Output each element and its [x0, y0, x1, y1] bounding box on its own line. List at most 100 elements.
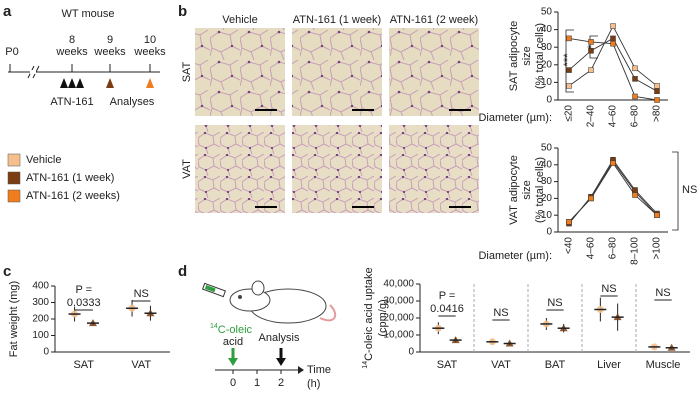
x-tick-label: 8–100 — [630, 237, 641, 265]
series-line — [568, 160, 658, 223]
annotation: NS — [493, 307, 508, 319]
y-axis-label: size — [521, 46, 533, 66]
x-tick-label: ≤20 — [564, 105, 575, 122]
y-axis-label: (% total cells) — [534, 23, 546, 89]
x-tick-label: 4–60 — [608, 105, 619, 128]
y-axis-label: 14C-oleic acid uptake — [362, 267, 375, 368]
x-tick-label: Liver — [597, 359, 621, 371]
timeline-week-number: 9 — [107, 34, 113, 46]
data-point — [588, 195, 594, 202]
micrograph-column-label: ATN-161 (2 week) — [390, 14, 478, 26]
x-tick-label: SAT — [73, 359, 94, 371]
x-tick-label: VAT — [491, 359, 511, 371]
analysis-arrowhead — [276, 358, 286, 366]
time-tick-label: 2 — [278, 377, 284, 389]
annotation: NS — [682, 184, 697, 196]
time-tick-label: 0 — [230, 377, 236, 389]
x-tick-label: 2–40 — [586, 105, 597, 128]
y-tick-label: 400 — [32, 281, 49, 292]
y-tick-label: 200 — [32, 314, 49, 325]
y-tick-label: 40 — [541, 24, 553, 35]
significance-brackets — [565, 29, 679, 231]
data-point — [632, 192, 638, 198]
panel-letter: c — [3, 263, 11, 280]
time-tick-label: 1 — [254, 377, 260, 389]
y-axis-label-superscript: 14 — [362, 361, 369, 369]
timeline-gap — [30, 70, 36, 74]
y-axis-label: Fat weight (mg) — [8, 281, 20, 357]
y-tick-label: 50 — [541, 143, 553, 154]
x-tick-label: 6–80 — [630, 105, 641, 128]
annotation: * — [586, 44, 598, 49]
x-tick-label: >100 — [652, 237, 663, 260]
x-tick-label: >80 — [652, 105, 663, 122]
micrograph-column-label: ATN-161 (1 week) — [293, 14, 381, 26]
data-point — [632, 65, 638, 72]
time-unit: (h) — [307, 378, 320, 390]
y-tick-label: 10 — [541, 77, 553, 88]
data-point — [610, 23, 616, 29]
mouse-illustration — [201, 280, 337, 324]
annotation: P = — [75, 284, 92, 296]
x-axis-label: Diameter (µm): — [478, 250, 552, 262]
panel-letter: b — [178, 3, 187, 20]
timeline-treatment: ATN-161 — [50, 96, 93, 108]
legend-swatch — [7, 153, 21, 167]
data-point — [588, 39, 594, 45]
data-point — [610, 35, 616, 42]
x-tick-label: Muscle — [646, 359, 681, 371]
y-tick-label: 100 — [32, 330, 49, 341]
legend-label: ATN-161 (2 weeks) — [26, 190, 120, 202]
panel-letter: a — [3, 3, 12, 20]
legend-swatch — [7, 171, 21, 185]
timeline-week-unit: weeks — [133, 46, 166, 58]
y-tick-label: 20 — [541, 193, 553, 204]
data-point — [610, 40, 616, 47]
treatment-arrowhead — [68, 78, 76, 88]
timeline-start: P0 — [5, 46, 18, 58]
micrograph-image — [292, 125, 382, 213]
micrograph-image — [195, 125, 285, 213]
data-point — [632, 93, 638, 100]
y-tick-label: 0 — [43, 347, 49, 358]
micrograph-row-label: SAT — [181, 61, 193, 82]
y-tick-label: 20 — [541, 59, 553, 70]
y-tick-label: 30 — [541, 176, 553, 187]
annotation: 0.0333 — [67, 297, 101, 309]
tracer-name: C-oleic — [218, 324, 253, 336]
series-line — [568, 37, 658, 101]
y-tick-label: 0 — [408, 347, 414, 358]
data-point — [588, 47, 594, 54]
y-axis-label: (cpm/g) — [377, 299, 389, 336]
timeline-week-number: 10 — [144, 34, 156, 46]
y-tick-label: 10,000 — [383, 330, 414, 341]
series-line — [568, 25, 658, 87]
x-tick-label: 6–80 — [608, 237, 619, 260]
y-tick-label: 20,000 — [383, 313, 414, 324]
time-axis-arrow — [298, 366, 304, 374]
data-point — [654, 97, 660, 103]
data-point — [566, 83, 572, 89]
annotation: NS — [601, 283, 616, 295]
x-tick-label: 4–60 — [586, 237, 597, 260]
y-tick-label: 30,000 — [383, 296, 414, 307]
annotation: NS — [547, 297, 562, 309]
annotation: NS — [134, 288, 149, 300]
micrograph-column-label: Vehicle — [222, 14, 257, 26]
timeline-week-unit: weeks — [93, 46, 126, 58]
tracer-superscript: 14 — [210, 323, 218, 330]
tracer-label: acid — [223, 336, 243, 348]
annotation: 0.0416 — [430, 303, 464, 315]
annotation: P = — [439, 290, 456, 302]
y-tick-label: 0 — [546, 95, 552, 106]
y-tick-label: 50 — [541, 7, 553, 18]
data-point — [566, 219, 572, 225]
annotation: NS — [655, 287, 670, 299]
analysis-label: Analysis — [259, 332, 300, 344]
y-tick-label: 300 — [32, 297, 49, 308]
y-tick-label: 40 — [541, 159, 553, 170]
x-tick-label: SAT — [437, 359, 458, 371]
y-axis-label: (% total cells) — [534, 157, 546, 223]
y-axis-label: SAT adipocyte — [508, 21, 520, 92]
micrograph-image — [389, 28, 479, 116]
